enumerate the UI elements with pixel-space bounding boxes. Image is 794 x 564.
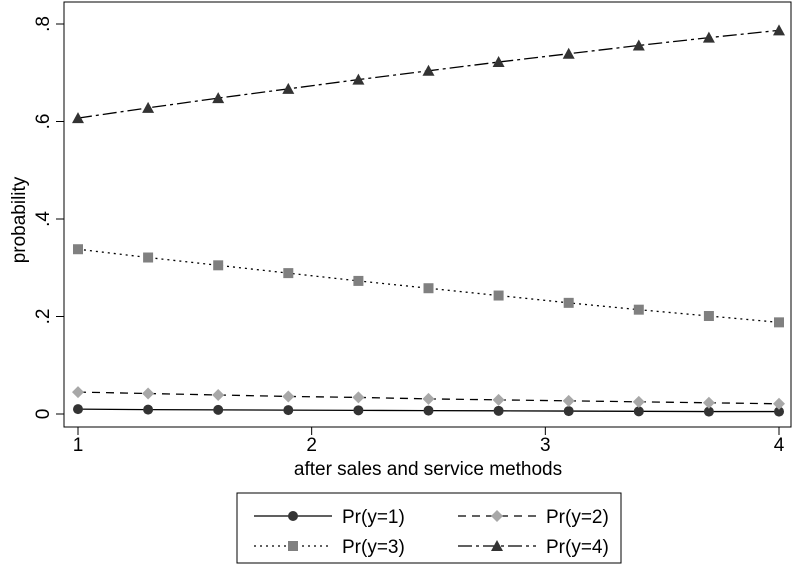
data-point xyxy=(774,406,784,417)
data-point xyxy=(703,406,714,417)
x-tick-label: 2 xyxy=(306,435,317,456)
series-4 xyxy=(72,24,785,124)
y-tick-label: 0 xyxy=(33,409,54,420)
y-tick-label: .8 xyxy=(33,16,54,32)
series-layer xyxy=(72,24,785,417)
data-point xyxy=(633,304,644,315)
x-tick-label: 4 xyxy=(774,435,785,456)
series-3 xyxy=(73,244,784,328)
legend-label: Pr(y=2) xyxy=(546,507,609,528)
legend-item: Pr(y=2) xyxy=(458,507,609,528)
data-point xyxy=(422,64,435,76)
data-point xyxy=(72,386,84,399)
data-point xyxy=(492,56,505,68)
y-tick-label: .4 xyxy=(33,211,54,227)
data-point xyxy=(142,387,155,400)
data-point xyxy=(632,39,645,51)
data-point xyxy=(212,92,225,104)
data-point xyxy=(73,404,83,415)
data-point xyxy=(353,275,364,286)
data-point xyxy=(353,405,364,416)
data-point xyxy=(773,397,785,410)
legend-item: Pr(y=3) xyxy=(254,537,405,558)
y-tick-label: .6 xyxy=(33,114,54,130)
data-point xyxy=(283,268,294,279)
data-point xyxy=(143,404,154,415)
data-point xyxy=(213,260,224,271)
x-axis-label: after sales and service methods xyxy=(294,459,562,480)
x-tick-label: 3 xyxy=(540,435,551,456)
x-tick-label: 1 xyxy=(73,435,84,456)
data-point xyxy=(562,394,575,407)
y-axis-label: probability xyxy=(9,176,30,263)
legend-label: Pr(y=3) xyxy=(342,537,405,558)
data-point xyxy=(143,252,154,263)
data-point xyxy=(563,406,574,417)
data-point xyxy=(493,290,504,301)
data-point xyxy=(282,390,295,403)
data-point xyxy=(702,31,715,43)
data-point xyxy=(423,405,434,416)
x-axis: 1 2 3 4 xyxy=(73,427,785,456)
y-axis: 0 .2 .4 .6 .8 xyxy=(33,16,64,419)
series-1 xyxy=(73,404,784,417)
legend-item: Pr(y=4) xyxy=(458,537,609,558)
legend-marker xyxy=(491,510,503,522)
data-point xyxy=(352,73,365,85)
y-tick-label: .2 xyxy=(33,309,54,325)
legend-marker xyxy=(288,541,298,551)
data-point xyxy=(703,311,714,322)
data-point xyxy=(213,404,224,415)
data-point xyxy=(282,82,295,94)
series-2 xyxy=(72,386,785,410)
data-point xyxy=(493,405,504,416)
data-point xyxy=(423,283,434,294)
plot-area xyxy=(63,1,792,428)
legend-box xyxy=(236,492,622,564)
data-point xyxy=(702,396,715,409)
data-point xyxy=(632,395,645,408)
data-point xyxy=(73,244,83,255)
legend-marker xyxy=(288,511,298,521)
data-point xyxy=(633,406,644,417)
legend: Pr(y=1) Pr(y=2) Pr(y=3) Pr(y=4) xyxy=(236,492,622,564)
data-point xyxy=(562,47,575,59)
data-point xyxy=(352,391,365,404)
legend-label: Pr(y=1) xyxy=(342,507,405,528)
data-point xyxy=(422,392,435,405)
legend-marker xyxy=(491,540,503,551)
data-point xyxy=(283,405,294,416)
data-point xyxy=(563,297,574,308)
data-point xyxy=(492,393,505,406)
data-point xyxy=(142,101,155,113)
legend-item: Pr(y=1) xyxy=(254,507,405,528)
data-point xyxy=(773,24,785,36)
legend-label: Pr(y=4) xyxy=(546,537,609,558)
data-point xyxy=(774,317,784,328)
data-point xyxy=(212,388,225,401)
data-point xyxy=(72,112,84,124)
